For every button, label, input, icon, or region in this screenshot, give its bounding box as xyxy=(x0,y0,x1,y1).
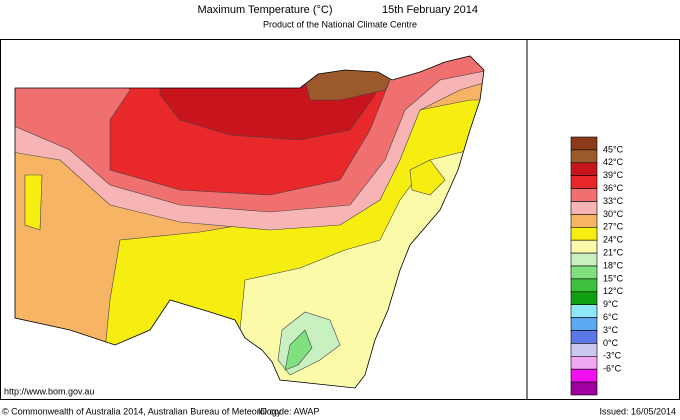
legend-label: 18°C xyxy=(603,260,624,270)
url: http://www.bom.gov.au xyxy=(4,386,94,396)
legend-swatch xyxy=(570,239,598,254)
legend-swatch xyxy=(570,278,598,293)
legend-swatch xyxy=(570,368,598,383)
legend-swatch xyxy=(570,175,598,189)
legend-swatch xyxy=(570,149,598,164)
legend-swatch xyxy=(570,381,598,396)
legend-label: 9°C xyxy=(603,299,619,309)
issued: Issued: 16/05/2014 xyxy=(599,406,676,416)
legend-label: -3°C xyxy=(603,351,622,361)
legend-label: 3°C xyxy=(603,325,619,335)
legend-swatch xyxy=(570,227,598,241)
map-title: Maximum Temperature (°C) xyxy=(197,4,332,16)
legend-swatch xyxy=(570,188,598,202)
legend-label: 36°C xyxy=(603,183,624,193)
legend-label: -6°C xyxy=(603,364,622,374)
legend-swatch xyxy=(570,201,598,215)
legend-label: 21°C xyxy=(603,247,624,257)
legend-swatch xyxy=(570,136,598,151)
legend-label: 42°C xyxy=(603,157,624,167)
legend-label: 27°C xyxy=(603,222,624,232)
legend-label: 39°C xyxy=(603,170,624,180)
legend-swatch xyxy=(570,265,598,280)
legend-label: 33°C xyxy=(603,196,624,206)
legend-swatch xyxy=(570,304,598,318)
legend-label: 6°C xyxy=(603,312,619,322)
legend: 45°C 42°C 39°C 36°C 33°C 30°C 27°C 24°C 21°C 18°C… xyxy=(570,136,624,396)
legend-label: 15°C xyxy=(603,273,624,283)
id-code: ID code: AWAP xyxy=(258,406,319,416)
legend-label: 24°C xyxy=(603,235,624,245)
map-subtitle: Product of the National Climate Centre xyxy=(263,19,417,29)
temperature-map xyxy=(15,56,484,388)
legend-label: 30°C xyxy=(603,209,624,219)
legend-swatch xyxy=(570,252,598,267)
legend-label: 0°C xyxy=(603,338,619,348)
legend-swatch xyxy=(570,162,598,177)
legend-swatch xyxy=(570,355,598,370)
legend-label: 45°C xyxy=(603,144,624,154)
legend-swatch xyxy=(570,343,598,357)
legend-swatch xyxy=(570,291,598,305)
legend-swatch xyxy=(570,317,598,331)
copyright: © Commonwealth of Australia 2014, Austra… xyxy=(2,406,282,416)
legend-swatch xyxy=(570,214,598,228)
legend-swatch xyxy=(570,330,598,344)
legend-label: 12°C xyxy=(603,286,624,296)
state-outline xyxy=(14,55,485,389)
map-date: 15th February 2014 xyxy=(382,4,478,16)
